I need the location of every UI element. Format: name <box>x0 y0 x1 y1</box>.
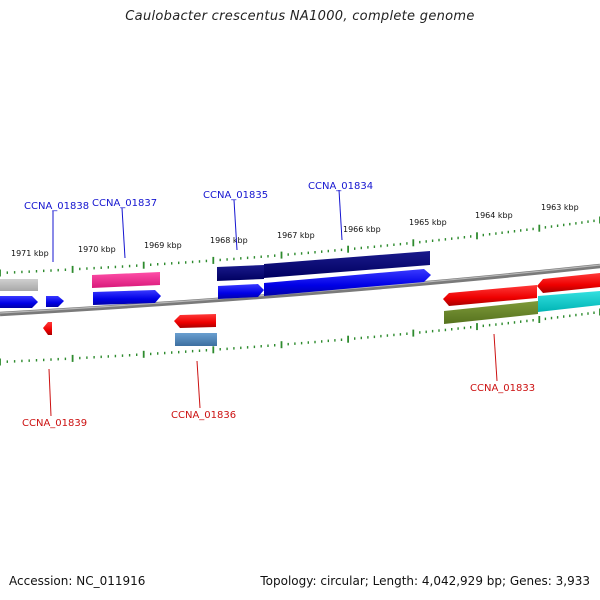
gene-arrow-forward[interactable] <box>218 284 264 299</box>
gene-label-ccna-01836[interactable]: CCNA_01836 <box>171 410 236 421</box>
gene-ccna-01834-region[interactable] <box>264 251 431 296</box>
kbp-label-1964: 1964 kbp <box>475 211 513 220</box>
kbp-label-1968: 1968 kbp <box>210 236 248 245</box>
accession-text: Accession: NC_011916 <box>9 574 146 588</box>
gene-ccna-01838-region[interactable] <box>0 279 64 308</box>
gene-pink[interactable] <box>92 272 160 288</box>
kbp-label-1969: 1969 kbp <box>144 241 182 250</box>
gene-arrow-reverse[interactable] <box>43 322 52 335</box>
gene-navy[interactable] <box>264 251 430 278</box>
kbp-label-1970: 1970 kbp <box>78 245 116 254</box>
kbp-label-1965: 1965 kbp <box>409 218 447 227</box>
gene-olive[interactable] <box>444 301 538 324</box>
gene-ccna-01837-region[interactable] <box>92 272 161 305</box>
gene-arrow-forward[interactable] <box>264 269 431 296</box>
gene-label-ccna-01833[interactable]: CCNA_01833 <box>470 383 535 394</box>
leader-line <box>196 360 201 409</box>
gene-arrow-forward[interactable] <box>93 290 161 305</box>
gene-steel[interactable] <box>175 333 217 346</box>
gene-label-ccna-01838[interactable]: CCNA_01838 <box>24 201 89 212</box>
leader-line <box>493 333 498 382</box>
gene-label-ccna-01839[interactable]: CCNA_01839 <box>22 418 87 429</box>
gene-arrow-reverse[interactable] <box>174 314 216 328</box>
genome-summary-text: Topology: circular; Length: 4,042,929 bp… <box>260 574 590 588</box>
gene-arrow-forward[interactable] <box>46 296 64 307</box>
leader-line <box>233 199 238 251</box>
gene-arrow-forward[interactable] <box>0 296 38 308</box>
gene-ccna-01835-region[interactable] <box>217 265 264 299</box>
gene-label-ccna-01837[interactable]: CCNA_01837 <box>92 198 157 209</box>
kbp-label-1971: 1971 kbp <box>11 249 49 258</box>
outer-tick-ring <box>0 216 600 277</box>
kbp-label-1966: 1966 kbp <box>343 225 381 234</box>
kbp-label-1967: 1967 kbp <box>277 231 315 240</box>
gene-label-ccna-01835[interactable]: CCNA_01835 <box>203 190 268 201</box>
gene-navy[interactable] <box>217 265 264 281</box>
inner-tick-ring <box>0 308 600 366</box>
gene-cyan[interactable] <box>538 291 600 312</box>
gene-arrow-reverse[interactable] <box>537 273 600 293</box>
gene-gray[interactable] <box>0 279 38 291</box>
gene-arrow-reverse[interactable] <box>443 285 537 306</box>
map-title: Caulobacter crescentus NA1000, complete … <box>125 9 475 24</box>
kbp-label-1963: 1963 kbp <box>541 203 579 212</box>
leader-line <box>338 189 343 241</box>
genome-backbone <box>0 263 600 317</box>
gene-label-ccna-01834[interactable]: CCNA_01834 <box>308 181 373 192</box>
leader-line <box>121 207 126 259</box>
gene-ccna-01833-region[interactable] <box>443 273 600 324</box>
leader-line <box>48 368 52 417</box>
